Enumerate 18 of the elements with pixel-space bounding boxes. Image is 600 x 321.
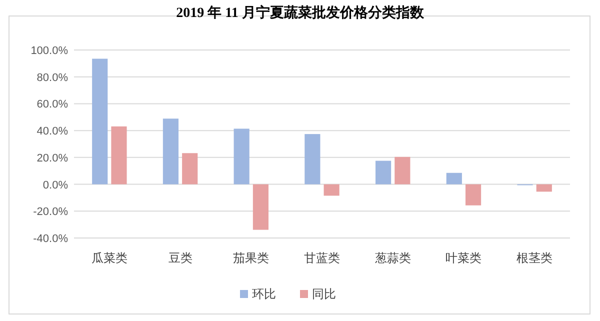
y-tick-label: -40.0% [33,233,68,245]
legend-label: 同比 [312,287,336,301]
x-tick-label: 茄果类 [233,251,270,265]
y-tick-label: 40.0% [36,126,68,138]
x-tick-label: 叶菜类 [446,251,482,265]
y-tick-label: 80.0% [36,72,68,84]
y-tick-label: 100.0% [30,45,68,57]
x-tick-label: 甘蓝类 [304,251,340,265]
x-tick-label: 根茎类 [516,251,553,265]
x-tick-label: 葱蒜类 [374,251,411,265]
y-tick-label: -20.0% [33,206,68,218]
y-tick-label: 60.0% [36,98,68,111]
y-tick-label: 20.0% [36,152,68,164]
title: 2019 年 11 月宁夏蔬菜批发价格分类指数 [176,6,424,21]
y-tick-label: 0.0% [42,179,68,192]
legend-label: 环比 [252,287,276,301]
x-tick-label: 豆类 [168,251,192,265]
x-tick-label: 瓜菜类 [91,251,128,265]
